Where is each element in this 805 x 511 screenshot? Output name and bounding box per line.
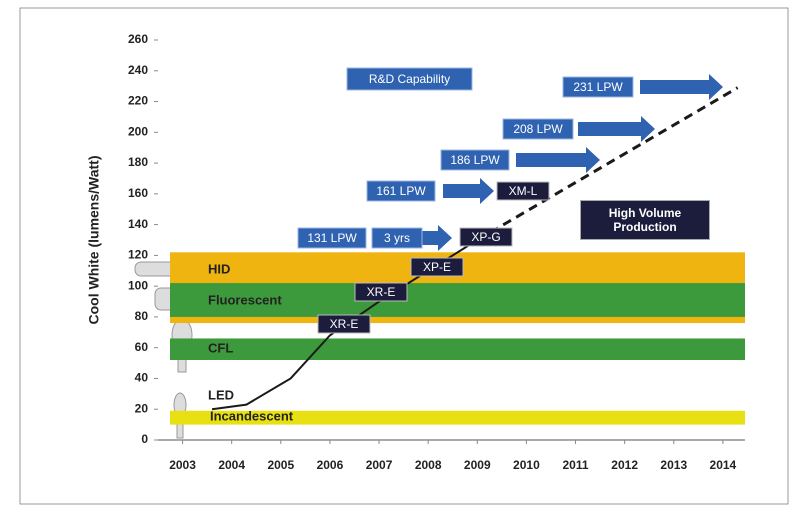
lpw-label-box	[502, 118, 574, 140]
product-label: XM-L	[509, 184, 538, 198]
high-volume-label: High Volume Production	[580, 200, 710, 240]
y-tick-label: 220	[128, 94, 148, 108]
band-label: CFL	[208, 340, 233, 355]
lpw-label: 161 LPW	[376, 184, 426, 198]
arrow	[516, 147, 600, 173]
x-tick-label: 2003	[169, 458, 196, 472]
lpw-label: 3 yrs	[384, 231, 410, 245]
y-tick-label: 160	[128, 186, 148, 200]
band-label: Fluorescent	[208, 292, 282, 307]
band	[170, 410, 745, 425]
lpw-label-box	[371, 227, 423, 249]
product-label-box	[354, 282, 408, 302]
y-tick-label: 240	[128, 63, 148, 77]
lpw-label-box	[440, 149, 510, 171]
y-tick-label: 0	[141, 432, 148, 446]
x-tick-label: 2009	[464, 458, 491, 472]
band	[170, 283, 745, 317]
x-tick-label: 2004	[218, 458, 245, 472]
y-tick-label: 60	[135, 340, 149, 354]
x-tick-label: 2008	[415, 458, 442, 472]
lpw-label: 131 LPW	[307, 231, 357, 245]
x-tick-label: 2007	[366, 458, 393, 472]
product-label: XR-E	[330, 317, 359, 331]
x-tick-label: 2014	[710, 458, 737, 472]
product-label-box	[317, 314, 371, 334]
lpw-label: 208 LPW	[513, 122, 563, 136]
band-label: Incandescent	[210, 408, 294, 423]
y-tick-label: 40	[135, 371, 149, 385]
x-tick-label: 2005	[267, 458, 294, 472]
arrow	[443, 178, 494, 204]
led-line	[476, 86, 739, 242]
x-tick-label: 2013	[660, 458, 687, 472]
arrow	[578, 116, 655, 142]
x-tick-label: 2011	[563, 458, 589, 472]
frame	[19, 7, 789, 505]
led-label: LED	[208, 387, 234, 402]
y-tick-label: 120	[128, 248, 148, 262]
y-tick-label: 140	[128, 217, 148, 231]
lpw-label: 186 LPW	[450, 153, 500, 167]
band	[170, 338, 745, 360]
y-axis-title: Cool White (lumens/Watt)	[86, 155, 102, 324]
y-tick-label: 100	[128, 278, 148, 292]
rd-label: R&D Capability	[369, 72, 450, 86]
y-tick-label: 200	[128, 124, 148, 138]
product-label-box	[496, 181, 550, 201]
arrow	[640, 74, 723, 100]
lpw-label-box	[297, 227, 367, 249]
band-label: HID	[208, 261, 230, 276]
x-tick-label: 2006	[317, 458, 344, 472]
product-label: XP-E	[423, 260, 451, 274]
product-label-box	[459, 227, 513, 247]
product-label: XP-G	[471, 230, 500, 244]
product-label: XR-E	[367, 285, 396, 299]
rd-label-box	[346, 67, 473, 91]
y-tick-label: 80	[135, 309, 149, 323]
x-tick-label: 2012	[611, 458, 638, 472]
product-label-box	[410, 257, 464, 277]
lpw-label-box	[366, 180, 436, 202]
y-tick-label: 180	[128, 155, 148, 169]
y-tick-label: 20	[135, 401, 149, 415]
lpw-label: 231 LPW	[573, 80, 623, 94]
lpw-label-box	[562, 76, 634, 98]
x-tick-label: 2010	[513, 458, 540, 472]
y-tick-label: 260	[128, 32, 148, 46]
